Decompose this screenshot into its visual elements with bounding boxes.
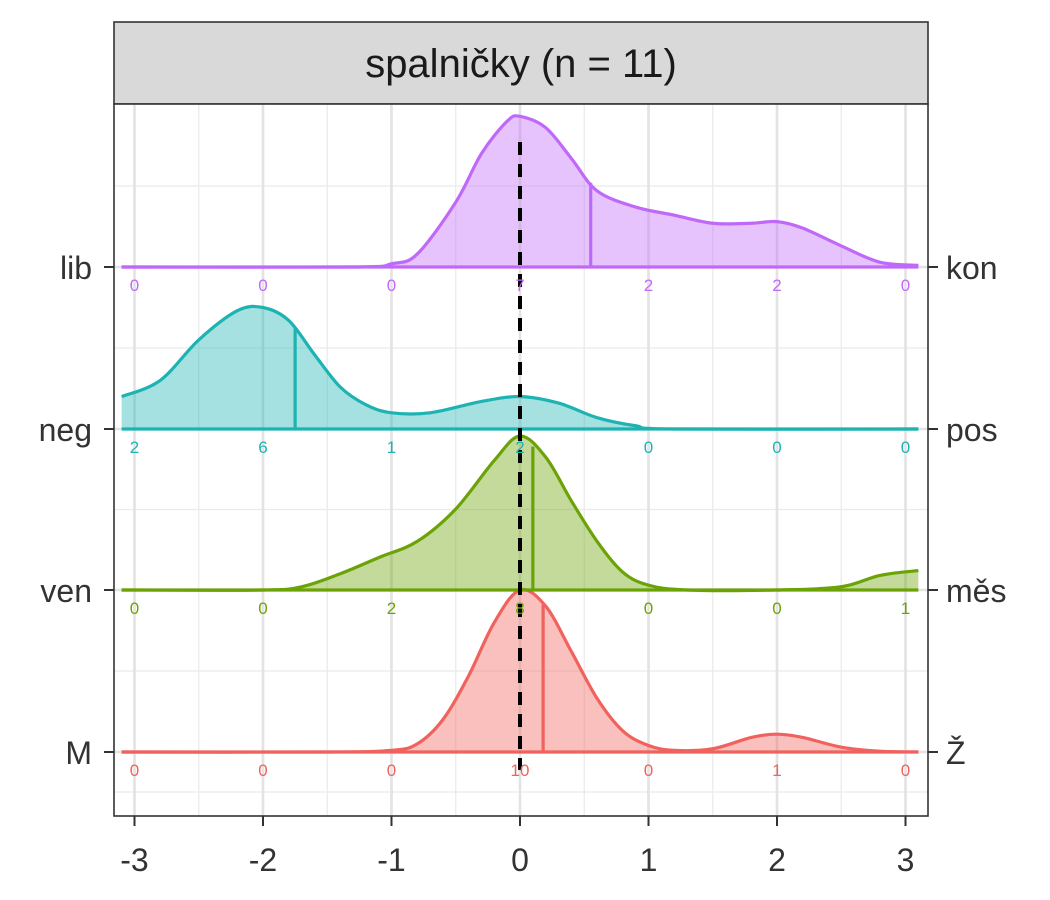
count-label-neg: 1 [387, 438, 396, 457]
x-tick-label: 0 [511, 842, 529, 878]
y-label-left: M [65, 735, 92, 771]
count-label-M: 10 [511, 761, 530, 780]
y-label-left: ven [40, 573, 92, 609]
count-label-ven: 0 [130, 599, 139, 618]
count-label-lib: 7 [515, 276, 524, 295]
x-tick-label: -1 [377, 842, 405, 878]
count-label-ven: 0 [644, 599, 653, 618]
y-label-right: pos [946, 412, 998, 448]
count-label-neg: 0 [772, 438, 781, 457]
ridge-line-M [121, 587, 919, 754]
count-label-lib: 0 [387, 276, 396, 295]
facet-title: spalničky (n = 11) [365, 42, 677, 86]
count-label-M: 0 [387, 761, 396, 780]
count-label-ven: 8 [515, 599, 524, 618]
ridge-line-lib [121, 114, 919, 269]
y-label-right: měs [946, 573, 1006, 609]
count-label-neg: 2 [515, 438, 524, 457]
count-label-neg: 0 [901, 438, 910, 457]
count-label-M: 0 [901, 761, 910, 780]
count-label-neg: 0 [644, 438, 653, 457]
count-label-M: 0 [130, 761, 139, 780]
x-tick-label: 2 [768, 842, 786, 878]
count-label-neg: 2 [130, 438, 139, 457]
count-label-lib: 0 [130, 276, 139, 295]
count-label-ven: 2 [387, 599, 396, 618]
count-label-neg: 6 [258, 438, 267, 457]
count-labels: 0 0 0 10 0 1 00 0 2 8 0 0 12 6 1 2 0 0 00 0 0 7 2 2 0 [130, 276, 910, 780]
y-label-right: Ž [946, 735, 966, 771]
count-label-ven: 1 [901, 599, 910, 618]
ridge-area-neg [121, 306, 919, 430]
x-tick-label: 1 [640, 842, 658, 878]
y-label-left: lib [60, 250, 92, 286]
ridge-line-neg [121, 304, 919, 431]
x-tick-label: -3 [120, 842, 148, 878]
count-label-ven: 0 [258, 599, 267, 618]
count-label-M: 1 [772, 761, 781, 780]
count-label-lib: 2 [772, 276, 781, 295]
count-label-M: 0 [258, 761, 267, 780]
count-label-M: 0 [644, 761, 653, 780]
count-label-lib: 0 [901, 276, 910, 295]
y-label-left: neg [39, 412, 92, 448]
x-tick-label: 3 [897, 842, 915, 878]
count-label-lib: 0 [258, 276, 267, 295]
x-tick-label: -2 [249, 842, 277, 878]
ridge-area-ven [121, 436, 919, 591]
y-label-right: kon [946, 250, 998, 286]
count-label-ven: 0 [772, 599, 781, 618]
count-label-lib: 2 [644, 276, 653, 295]
strip-background [113, 21, 929, 105]
